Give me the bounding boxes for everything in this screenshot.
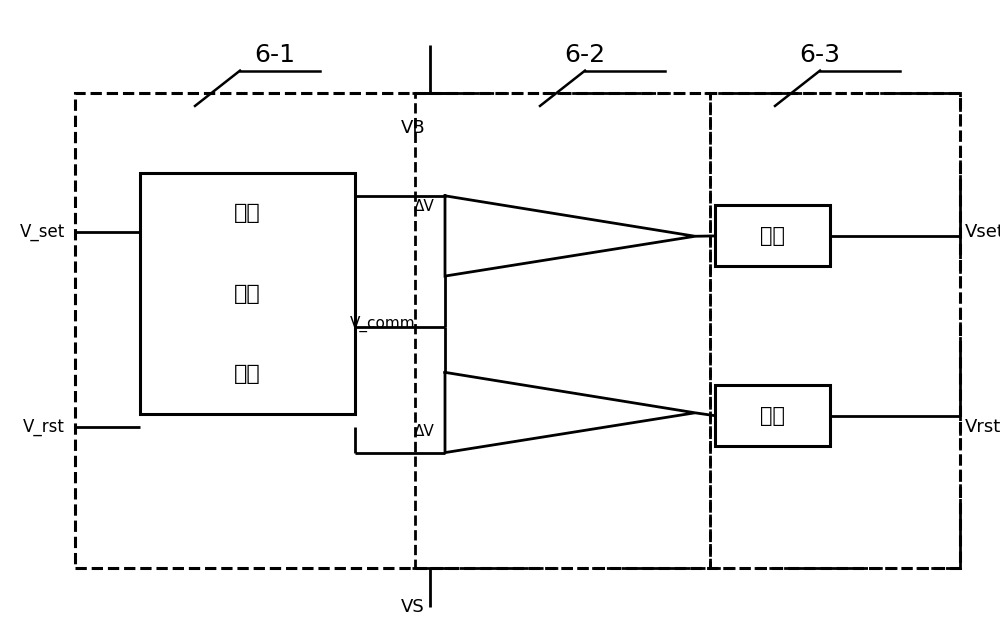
Text: Vrst: Vrst [965, 418, 1000, 436]
Text: 共模: 共模 [234, 204, 261, 223]
Text: 6-1: 6-1 [254, 42, 296, 67]
Text: 滤波: 滤波 [760, 406, 785, 426]
Text: 滤波: 滤波 [760, 226, 785, 246]
Text: 6-3: 6-3 [800, 42, 840, 67]
Text: 检测: 检测 [234, 364, 261, 384]
Text: V_rst: V_rst [23, 418, 65, 436]
Bar [140, 173, 355, 414]
Text: VS: VS [401, 598, 425, 616]
Text: Vset: Vset [965, 223, 1000, 241]
Text: V_comm: V_comm [349, 316, 415, 333]
Text: 电压: 电压 [234, 284, 261, 304]
Text: ΔV: ΔV [414, 199, 435, 214]
Bar [710, 93, 960, 568]
Text: 6-2: 6-2 [564, 42, 606, 67]
Text: VB: VB [400, 119, 425, 137]
Bar [715, 385, 830, 446]
Bar [715, 205, 830, 266]
Bar [415, 93, 710, 568]
Text: V_set: V_set [20, 223, 65, 241]
Bar [75, 93, 960, 568]
Text: ΔV: ΔV [414, 424, 435, 439]
